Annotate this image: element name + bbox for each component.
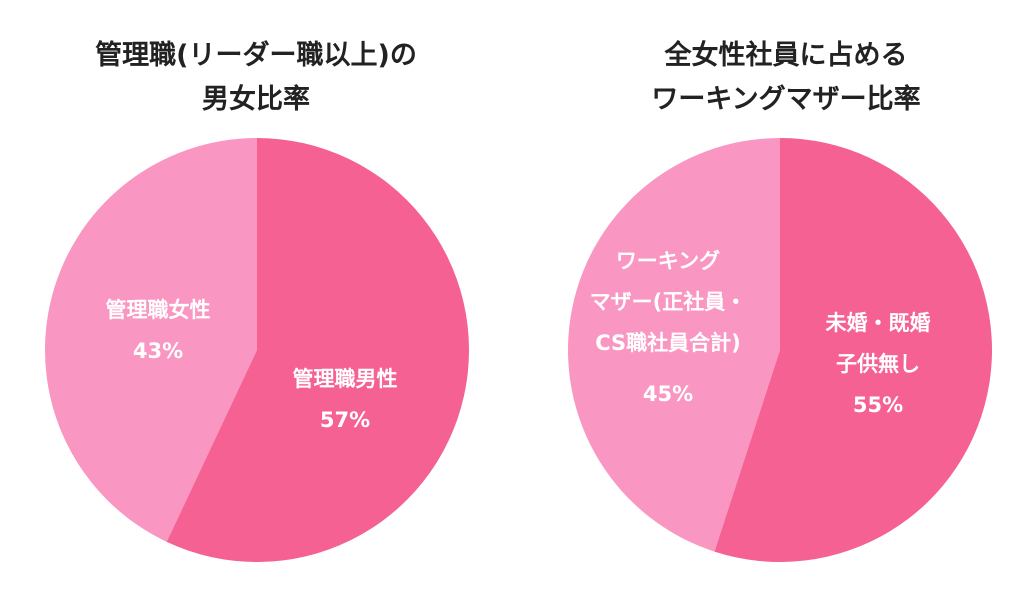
chart-2-slice-1-value-label: 45% bbox=[643, 382, 693, 406]
chart-2-slice-1-label-line-1: ワーキング bbox=[616, 249, 720, 273]
chart-1-slice-1-label-line-1: 管理職女性 bbox=[106, 298, 211, 322]
chart-1-slice-2 bbox=[166, 138, 469, 563]
chart-2-title-line-1: 全女性社員に占める bbox=[664, 40, 908, 71]
chart-2-slice-2-value-label: 55% bbox=[853, 393, 903, 417]
chart-1-title-line-2: 男女比率 bbox=[202, 84, 310, 115]
chart-1-slice-1-value-label: 43% bbox=[133, 339, 183, 363]
chart-2-slice-1-label-line-2: マザー(正社員・ bbox=[590, 290, 747, 314]
chart-2-title: 全女性社員に占める ワーキングマザー比率 bbox=[566, 34, 1006, 122]
chart-2-slice-1 bbox=[568, 138, 780, 552]
chart-2-slice-1-label-line-3: CS職社員合計) bbox=[595, 331, 741, 355]
chart-1-slice-2-label-line-1: 管理職男性 bbox=[293, 367, 398, 391]
chart-1-title: 管理職(リーダー職以上)の 男女比率 bbox=[36, 34, 476, 122]
chart-1-slice-1 bbox=[44, 138, 257, 542]
chart-1-slice-2-value-label: 57% bbox=[320, 408, 370, 432]
chart-2-slice-2-label-line-2: 子供無し bbox=[836, 352, 920, 376]
chart-1-title-line-1: 管理職(リーダー職以上)の bbox=[95, 40, 417, 71]
chart-2-slice-2-label-line-1: 未婚・既婚 bbox=[826, 311, 931, 335]
chart-2-slice-2 bbox=[714, 138, 993, 563]
chart-2-title-line-2: ワーキングマザー比率 bbox=[651, 84, 921, 115]
